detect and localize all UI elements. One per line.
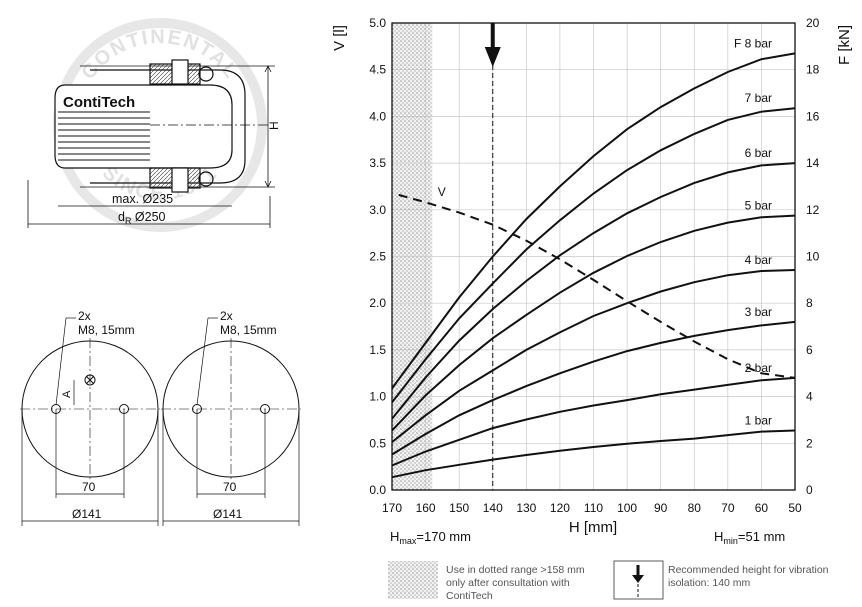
series-label: 5 bar [745, 199, 772, 213]
series-line-4-bar [391, 269, 796, 443]
x-tick-label: 60 [755, 501, 769, 515]
series-line-f-8-bar [391, 52, 796, 389]
series-line-7-bar [391, 107, 796, 404]
left-view-count: 2x [78, 309, 91, 323]
x-tick-label: 50 [788, 501, 802, 515]
x-axis-title: H [mm] [569, 519, 617, 536]
brand-logo: ContiTech [63, 94, 135, 111]
series-label: 6 bar [745, 146, 772, 160]
y-left-tick-label: 1.5 [369, 343, 386, 357]
brand-plate [60, 92, 146, 110]
volume-label: V [438, 185, 446, 199]
hmax-label: Hmax=170 mm [390, 529, 471, 546]
top-view-right [161, 317, 301, 526]
top-view-left [20, 317, 160, 526]
y-right-tick-label: 4 [806, 390, 813, 404]
y-left-tick-label: 4.0 [369, 109, 386, 123]
dotted-range-swatch [388, 561, 438, 599]
dim-h-label: H [267, 121, 281, 130]
series-line-6-bar [391, 162, 796, 420]
series-line-5-bar [391, 214, 796, 432]
right-view-thread: M8, 15mm [220, 323, 277, 337]
x-tick-label: 110 [584, 501, 603, 515]
x-tick-label: 170 [382, 501, 402, 515]
series-label: 2 bar [745, 361, 772, 375]
x-tick-label: 160 [416, 501, 436, 515]
series-label: 3 bar [745, 305, 772, 319]
dotted-range-area [392, 23, 433, 490]
y-left-tick-label: 5.0 [369, 16, 386, 30]
y-left-tick-label: 2.0 [369, 296, 386, 310]
y-right-tick-label: 20 [806, 16, 820, 30]
dim-max-label: max. Ø235 [112, 192, 173, 206]
x-tick-label: 140 [483, 501, 503, 515]
y-right-tick-label: 2 [806, 436, 813, 450]
y-left-tick-label: 3.0 [369, 203, 386, 217]
y-right-tick-label: 10 [806, 250, 820, 264]
x-tick-label: 130 [516, 501, 536, 515]
series-label: 1 bar [745, 413, 772, 427]
y-right-tick-label: 8 [806, 296, 813, 310]
y-right-tick-label: 14 [806, 156, 820, 170]
x-tick-label: 120 [550, 501, 570, 515]
series-label: F 8 bar [734, 36, 772, 50]
x-tick-label: 90 [654, 501, 668, 515]
y-left-tick-label: 3.5 [369, 156, 386, 170]
y-right-tick-label: 16 [806, 109, 820, 123]
arrow-legend-box [613, 560, 664, 600]
right-view-count: 2x [220, 309, 233, 323]
y-right-axis-title: F [kN] [836, 25, 853, 65]
x-tick-label: 100 [617, 501, 637, 515]
left-view-a: A [61, 390, 73, 398]
left-view-dia: Ø141 [72, 507, 102, 521]
recommended-arrow-head [484, 47, 501, 67]
series-line-1-bar [391, 429, 796, 479]
arrow-legend-icon [632, 565, 644, 597]
arrow-note-line2: isolation: 140 mm [668, 577, 751, 589]
x-tick-label: 150 [449, 501, 469, 515]
technical-drawing: CONTINENTAL SINCE 1871 ContiTech H [20, 18, 301, 526]
y-right-tick-label: 0 [806, 483, 813, 497]
dotted-note-line2: only after consultation with [446, 577, 570, 589]
y-right-tick-label: 6 [806, 343, 813, 357]
left-view-spacing: 70 [82, 480, 96, 494]
y-left-tick-label: 4.5 [369, 63, 386, 77]
dotted-note-line1: Use in dotted range >158 mm [446, 564, 585, 576]
y-left-tick-label: 2.5 [369, 250, 386, 264]
series-label: 7 bar [745, 91, 772, 105]
hmin-label: Hmin=51 mm [714, 529, 785, 546]
x-tick-label: 80 [688, 501, 702, 515]
right-view-spacing: 70 [223, 480, 237, 494]
series-label: 4 bar [745, 253, 772, 267]
volume-line [398, 193, 796, 379]
series-line-3-bar [391, 320, 796, 456]
y-left-tick-label: 0.0 [369, 483, 386, 497]
left-view-thread: M8, 15mm [78, 323, 135, 337]
dim-dr-label: dR Ø250 [118, 210, 166, 226]
arrow-note-line1: Recommended height for vibration [668, 564, 829, 576]
right-view-dia: Ø141 [213, 507, 243, 521]
series-line-2-bar [391, 376, 796, 467]
x-tick-label: 70 [721, 501, 735, 515]
y-right-tick-label: 18 [806, 63, 820, 77]
y-left-tick-label: 0.5 [369, 436, 386, 450]
y-right-tick-label: 12 [806, 203, 820, 217]
dotted-note-line3: ContiTech [446, 590, 493, 602]
y-left-tick-label: 1.0 [369, 390, 386, 404]
plot-frame [391, 22, 796, 491]
